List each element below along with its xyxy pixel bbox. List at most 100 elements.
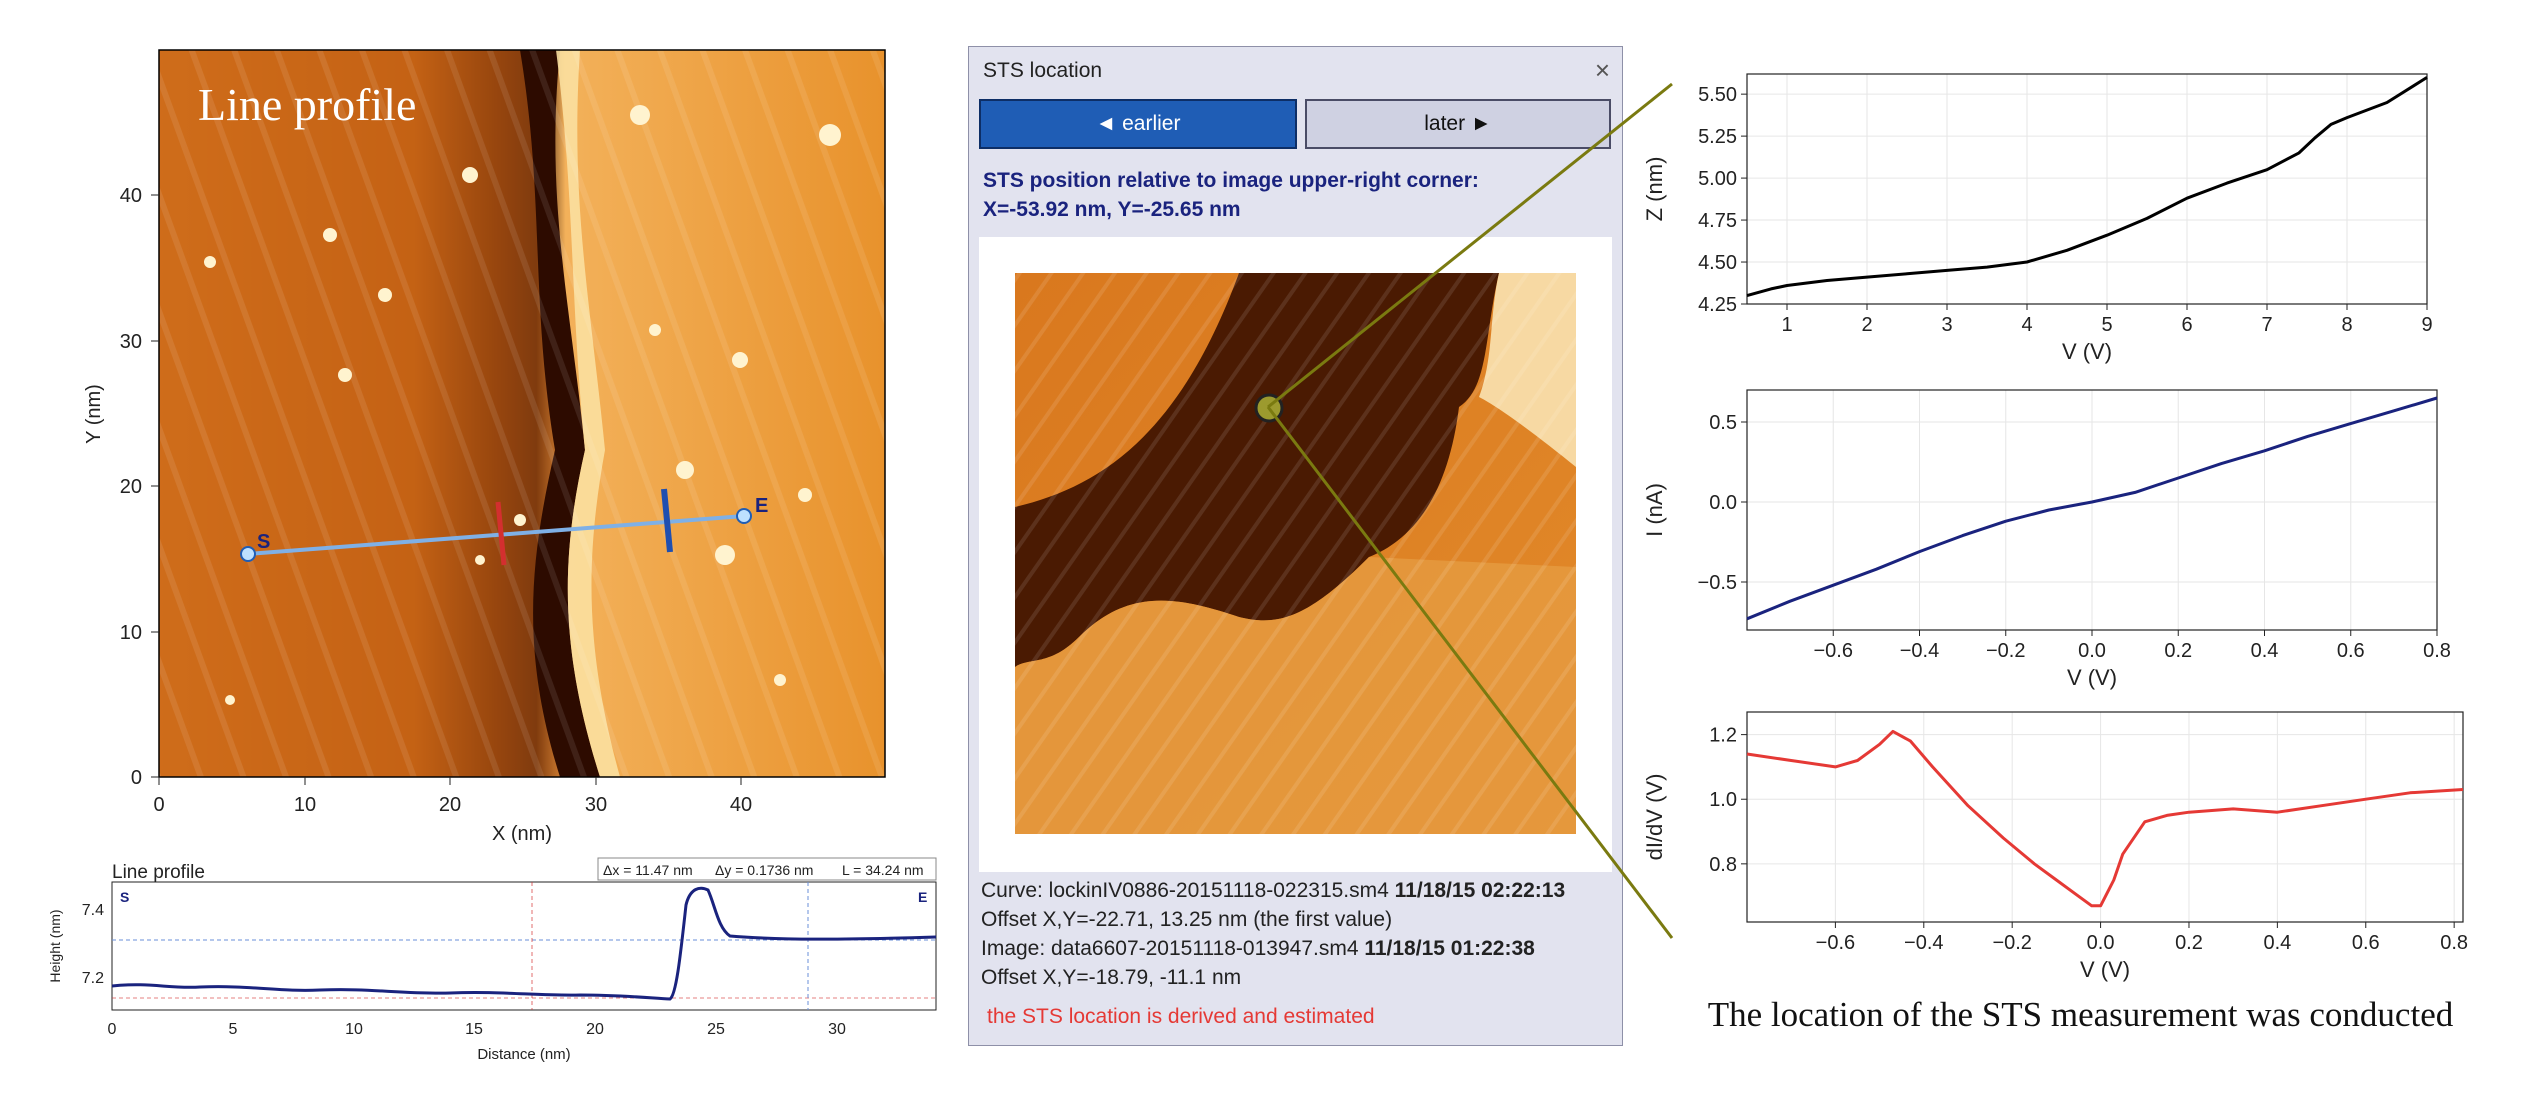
x-tick-label: −0.2 — [1992, 932, 2031, 954]
y-tick: 40 — [120, 185, 142, 207]
y-tick-label: 4.25 — [1698, 294, 1737, 316]
y-tick-label: 0.0 — [1709, 492, 1737, 514]
sts-image[interactable] — [979, 237, 1612, 872]
y-tick-label: 4.75 — [1698, 210, 1737, 232]
cursor-red[interactable] — [495, 501, 507, 566]
series-line — [1746, 76, 2428, 298]
stm-image — [158, 49, 886, 778]
x-tick-label: 4 — [2021, 314, 2032, 336]
x-tick: 30 — [585, 794, 607, 816]
position-value: X=-53.92 nm, Y=-25.65 nm — [983, 198, 1241, 221]
x-tick-label: 0.6 — [2352, 932, 2380, 954]
y-tick-label: 1.2 — [1709, 725, 1737, 747]
y-tick-label: 1.0 — [1709, 789, 1737, 811]
profile-x-tick: 30 — [828, 1021, 846, 1038]
y-tick-label: 5.25 — [1698, 126, 1737, 148]
profile-y-tick: 7.2 — [82, 970, 104, 987]
x-axis-label: X (nm) — [492, 823, 552, 845]
x-tick-label: −0.4 — [1900, 640, 1939, 662]
dialog-title: STS location — [983, 59, 1103, 82]
y-tick-label: 4.50 — [1698, 252, 1737, 274]
x-axis-label: V (V) — [2067, 665, 2117, 690]
curve-info: Curve: lockinIV0886-20151118-022315.sm4 … — [981, 879, 1565, 903]
profile-measure-box — [597, 857, 937, 881]
y-tick: 30 — [120, 331, 142, 353]
y-axis-label: dI/dV (V) — [1642, 774, 1667, 861]
earlier-button[interactable]: ◄ earlier — [979, 99, 1297, 149]
x-tick-label: 1 — [1781, 314, 1792, 336]
profile-x-tick: 5 — [229, 1021, 238, 1038]
curve-timestamp: 11/18/15 02:22:13 — [1394, 879, 1566, 902]
image-x-axis: 0 10 20 30 40 X (nm) — [153, 777, 752, 845]
line-profile-plot: Line profile Δx = 11.47 nm Δy = 0.1736 n… — [47, 857, 937, 1063]
profile-start-label: S — [120, 889, 129, 905]
end-handle[interactable] — [736, 508, 752, 524]
figure-caption: The location of the STS measurement was … — [1707, 995, 2454, 1034]
series-line — [1746, 729, 2464, 908]
stm-topography-panel: Line profile S E 0 10 20 30 40 X (nm) 0 … — [47, 49, 937, 1063]
x-tick-label: 0.4 — [2263, 932, 2291, 954]
y-tick: 0 — [131, 767, 142, 789]
series-line — [1746, 396, 2438, 621]
start-marker-label: S — [257, 531, 270, 553]
curve-offset: Offset X,Y=-22.71, 13.25 nm (the first v… — [981, 908, 1393, 931]
image-info: Image: data6607-20151118-013947.sm4 11/1… — [981, 937, 1535, 961]
x-tick-label: 0.2 — [2164, 640, 2192, 662]
profile-end-label: E — [918, 889, 927, 905]
y-tick: 20 — [120, 476, 142, 498]
profile-y-tick: 7.4 — [82, 902, 104, 919]
x-tick-label: 0.0 — [2078, 640, 2106, 662]
x-tick-label: 2 — [1861, 314, 1872, 336]
line-profile-overlay[interactable]: S E — [240, 488, 768, 566]
y-tick-label: 5.00 — [1698, 168, 1737, 190]
x-tick-label: −0.6 — [1816, 932, 1855, 954]
x-tick: 0 — [153, 794, 164, 816]
y-axis-label: Z (nm) — [1642, 157, 1667, 222]
y-tick-label: 0.5 — [1709, 412, 1737, 434]
plot-frame — [1746, 711, 2464, 923]
image-y-axis: 0 10 20 30 40 Y (nm) — [83, 185, 159, 789]
x-tick: 10 — [294, 794, 316, 816]
y-tick-label: 0.8 — [1709, 854, 1737, 876]
image-offset: Offset X,Y=-18.79, -11.1 nm — [981, 966, 1242, 989]
x-tick-label: −0.6 — [1814, 640, 1853, 662]
x-tick-label: 0.0 — [2087, 932, 2115, 954]
x-tick-label: 0.8 — [2440, 932, 2468, 954]
x-tick-label: 0.4 — [2251, 640, 2279, 662]
sts-image-frame — [979, 237, 1612, 872]
y-tick: 10 — [120, 622, 142, 644]
image-title: Line profile — [198, 79, 416, 130]
x-tick-label: 6 — [2181, 314, 2192, 336]
profile-x-tick: 15 — [465, 1021, 483, 1038]
y-axis-label: Y (nm) — [83, 384, 105, 444]
x-tick: 20 — [439, 794, 461, 816]
x-tick-label: 7 — [2261, 314, 2272, 336]
profile-x-tick: 0 — [108, 1021, 117, 1038]
x-tick-label: 9 — [2421, 314, 2432, 336]
x-tick-label: 3 — [1941, 314, 1952, 336]
plot-frame — [1746, 73, 2428, 305]
profile-x-tick: 10 — [345, 1021, 363, 1038]
x-tick: 40 — [730, 794, 752, 816]
x-tick-label: 0.2 — [2175, 932, 2203, 954]
sts-spectra-charts: 1 2 3 4 5 6 7 8 9 4.25 4.50 4.75 5.00 5.25 5.50 V (V) Z … — [1642, 73, 2468, 982]
x-axis-label: V (V) — [2080, 957, 2130, 982]
curve-filename: Curve: lockinIV0886-20151118-022315.sm4 — [981, 879, 1395, 902]
profile-y-label: Height (nm) — [47, 909, 63, 982]
x-tick-label: −0.2 — [1986, 640, 2025, 662]
start-handle[interactable] — [240, 546, 256, 562]
profile-x-tick: 25 — [707, 1021, 725, 1038]
x-tick-label: 5 — [2101, 314, 2112, 336]
profile-length: L = 34.24 nm — [842, 862, 924, 878]
cursor-blue[interactable] — [661, 488, 673, 553]
sts-location-marker[interactable] — [1254, 393, 1284, 423]
later-button[interactable]: later ► — [1305, 99, 1611, 149]
profile-x-label: Distance (nm) — [477, 1046, 570, 1063]
x-tick-label: 0.8 — [2423, 640, 2451, 662]
y-tick-label: −0.5 — [1698, 572, 1737, 594]
position-header: STS position relative to image upper-rig… — [983, 169, 1479, 192]
close-icon[interactable]: × — [1594, 55, 1610, 85]
warning-text: the STS location is derived and estimate… — [987, 1005, 1375, 1028]
x-tick-label: 8 — [2341, 314, 2352, 336]
profile-dx: Δx = 11.47 nm — [603, 862, 693, 878]
